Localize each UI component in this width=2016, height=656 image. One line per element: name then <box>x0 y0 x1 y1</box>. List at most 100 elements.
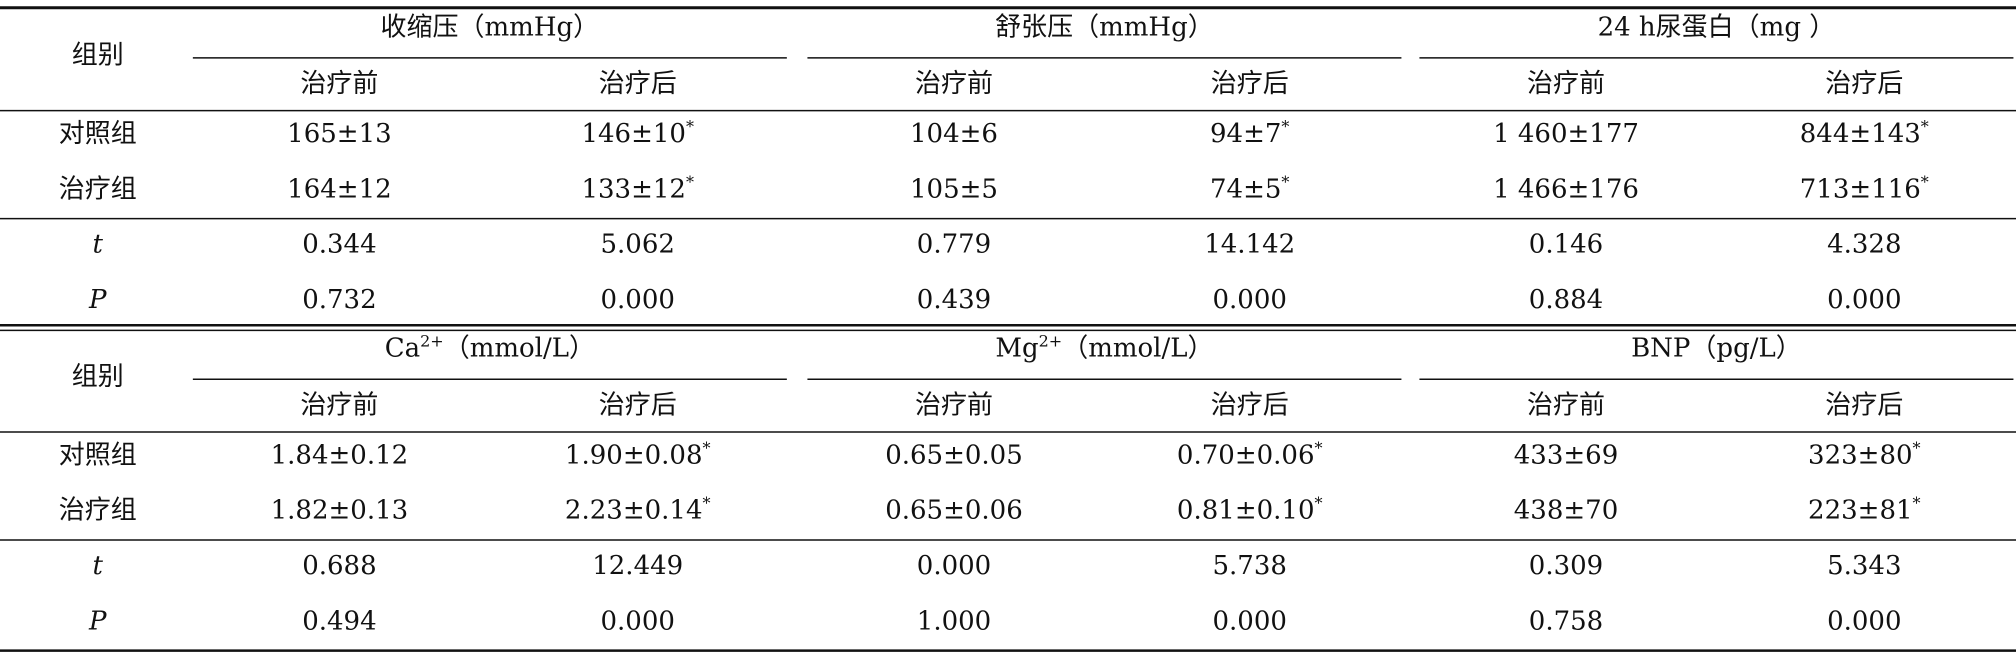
cell: 0.779 <box>917 230 991 260</box>
text-part: 治疗后 <box>599 69 677 99</box>
text-part: 0.000 <box>1827 606 1901 636</box>
group-header: Ca2+（mmol/L） <box>385 331 595 364</box>
text-part: 0.439 <box>917 285 991 315</box>
text-part: 713±116 <box>1800 174 1921 204</box>
superscript: * <box>703 438 711 457</box>
superscript: 2+ <box>1039 331 1063 350</box>
text-part: 24 h尿蛋白（mg ） <box>1598 12 1836 42</box>
row-label: 对照组 <box>59 440 137 470</box>
text-part: 5.738 <box>1212 551 1286 581</box>
text-part: 1 460±177 <box>1493 119 1639 149</box>
text-part: BNP（pg/L） <box>1631 334 1802 364</box>
row-label: t <box>92 551 103 581</box>
row-label: 对照组 <box>59 119 137 149</box>
cell: 74±5* <box>1210 172 1289 205</box>
text-part: 治疗后 <box>1211 390 1289 420</box>
group-header: 收缩压（mmHg） <box>381 12 600 42</box>
sub-header: 治疗后 <box>1211 69 1289 99</box>
superscript: * <box>1913 493 1921 512</box>
text-part: 165±13 <box>287 119 392 149</box>
text-part: 治疗后 <box>1825 69 1903 99</box>
cell: 14.142 <box>1204 230 1295 260</box>
superscript: * <box>1921 117 1929 136</box>
text-part: 治疗前 <box>915 69 993 99</box>
cell: 1.000 <box>917 606 991 636</box>
sub-header: 治疗前 <box>915 69 993 99</box>
text-part: 治疗后 <box>1211 69 1289 99</box>
text-part: 323±80 <box>1808 440 1913 470</box>
superscript: * <box>1315 493 1323 512</box>
cell: 0.70±0.06* <box>1177 438 1323 471</box>
cell: 0.439 <box>917 285 991 315</box>
cell: 0.758 <box>1529 606 1603 636</box>
text-part: 0.494 <box>302 606 376 636</box>
cell: 0.65±0.06 <box>885 496 1023 526</box>
cell: 5.738 <box>1212 551 1286 581</box>
cell: 94±7* <box>1210 117 1289 150</box>
superscript: * <box>703 493 711 512</box>
text-part: 治疗组 <box>59 174 137 204</box>
text-part: 74±5 <box>1210 174 1281 204</box>
sub-header: 治疗后 <box>1825 390 1903 420</box>
text-part: 12.449 <box>592 551 683 581</box>
cell: 438±70 <box>1514 496 1619 526</box>
cell: 5.343 <box>1827 551 1901 581</box>
superscript: 2+ <box>420 331 444 350</box>
text-part: （mmol/L） <box>1062 334 1213 364</box>
cell: 433±69 <box>1514 440 1619 470</box>
text-part: 14.142 <box>1204 230 1295 260</box>
cell: 2.23±0.14* <box>565 493 711 526</box>
text-part: 94±7 <box>1210 119 1281 149</box>
text-part: 1.84±0.12 <box>271 440 409 470</box>
row-label: t <box>92 230 103 260</box>
text-part: 治疗前 <box>1527 69 1605 99</box>
text-part: 164±12 <box>287 174 392 204</box>
text-part: 治疗后 <box>599 390 677 420</box>
cell: 0.344 <box>302 230 376 260</box>
sub-header: 治疗后 <box>1825 69 1903 99</box>
sub-header: 治疗后 <box>1211 390 1289 420</box>
text-part: 对照组 <box>59 119 137 149</box>
text-part: t <box>92 230 103 260</box>
sub-header: 治疗后 <box>599 69 677 99</box>
text-part: 0.688 <box>302 551 376 581</box>
superscript: * <box>686 172 694 191</box>
group-header: 24 h尿蛋白（mg ） <box>1598 12 1836 42</box>
cell: 104±6 <box>910 119 998 149</box>
cell: 1 466±176 <box>1493 174 1639 204</box>
cell: 0.81±0.10* <box>1177 493 1323 526</box>
text-part: 0.000 <box>1827 285 1901 315</box>
cell: 165±13 <box>287 119 392 149</box>
cell: 0.000 <box>1827 606 1901 636</box>
text-part: 0.000 <box>1212 285 1286 315</box>
text-part: 治疗前 <box>1527 390 1605 420</box>
text-part: 2.23±0.14 <box>565 496 703 526</box>
cell: 0.65±0.05 <box>885 440 1023 470</box>
text-part: 0.779 <box>917 230 991 260</box>
row-header: 组别 <box>72 362 124 392</box>
text-part: P <box>88 285 107 315</box>
text-part: 0.81±0.10 <box>1177 496 1315 526</box>
text-part: 0.000 <box>917 551 991 581</box>
cell: 0.000 <box>600 285 674 315</box>
cell: 0.688 <box>302 551 376 581</box>
sub-header: 治疗前 <box>1527 69 1605 99</box>
text-part: 1.90±0.08 <box>565 440 703 470</box>
group-header: BNP（pg/L） <box>1631 334 1802 364</box>
text-part: 0.65±0.06 <box>885 496 1023 526</box>
row-header: 组别 <box>72 41 124 71</box>
text-part: 治疗组 <box>59 496 137 526</box>
cell: 323±80* <box>1808 438 1921 471</box>
cell: 844±143* <box>1800 117 1929 150</box>
cell: 713±116* <box>1800 172 1929 205</box>
row-label: P <box>88 606 107 636</box>
text-part: 1 466±176 <box>1493 174 1639 204</box>
text-part: Ca <box>385 334 420 364</box>
cell: 105±5 <box>910 174 998 204</box>
sub-header: 治疗后 <box>599 390 677 420</box>
text-part: 133±12 <box>581 174 686 204</box>
text-part: 0.000 <box>600 606 674 636</box>
sub-header: 治疗前 <box>1527 390 1605 420</box>
cell: 223±81* <box>1808 493 1921 526</box>
